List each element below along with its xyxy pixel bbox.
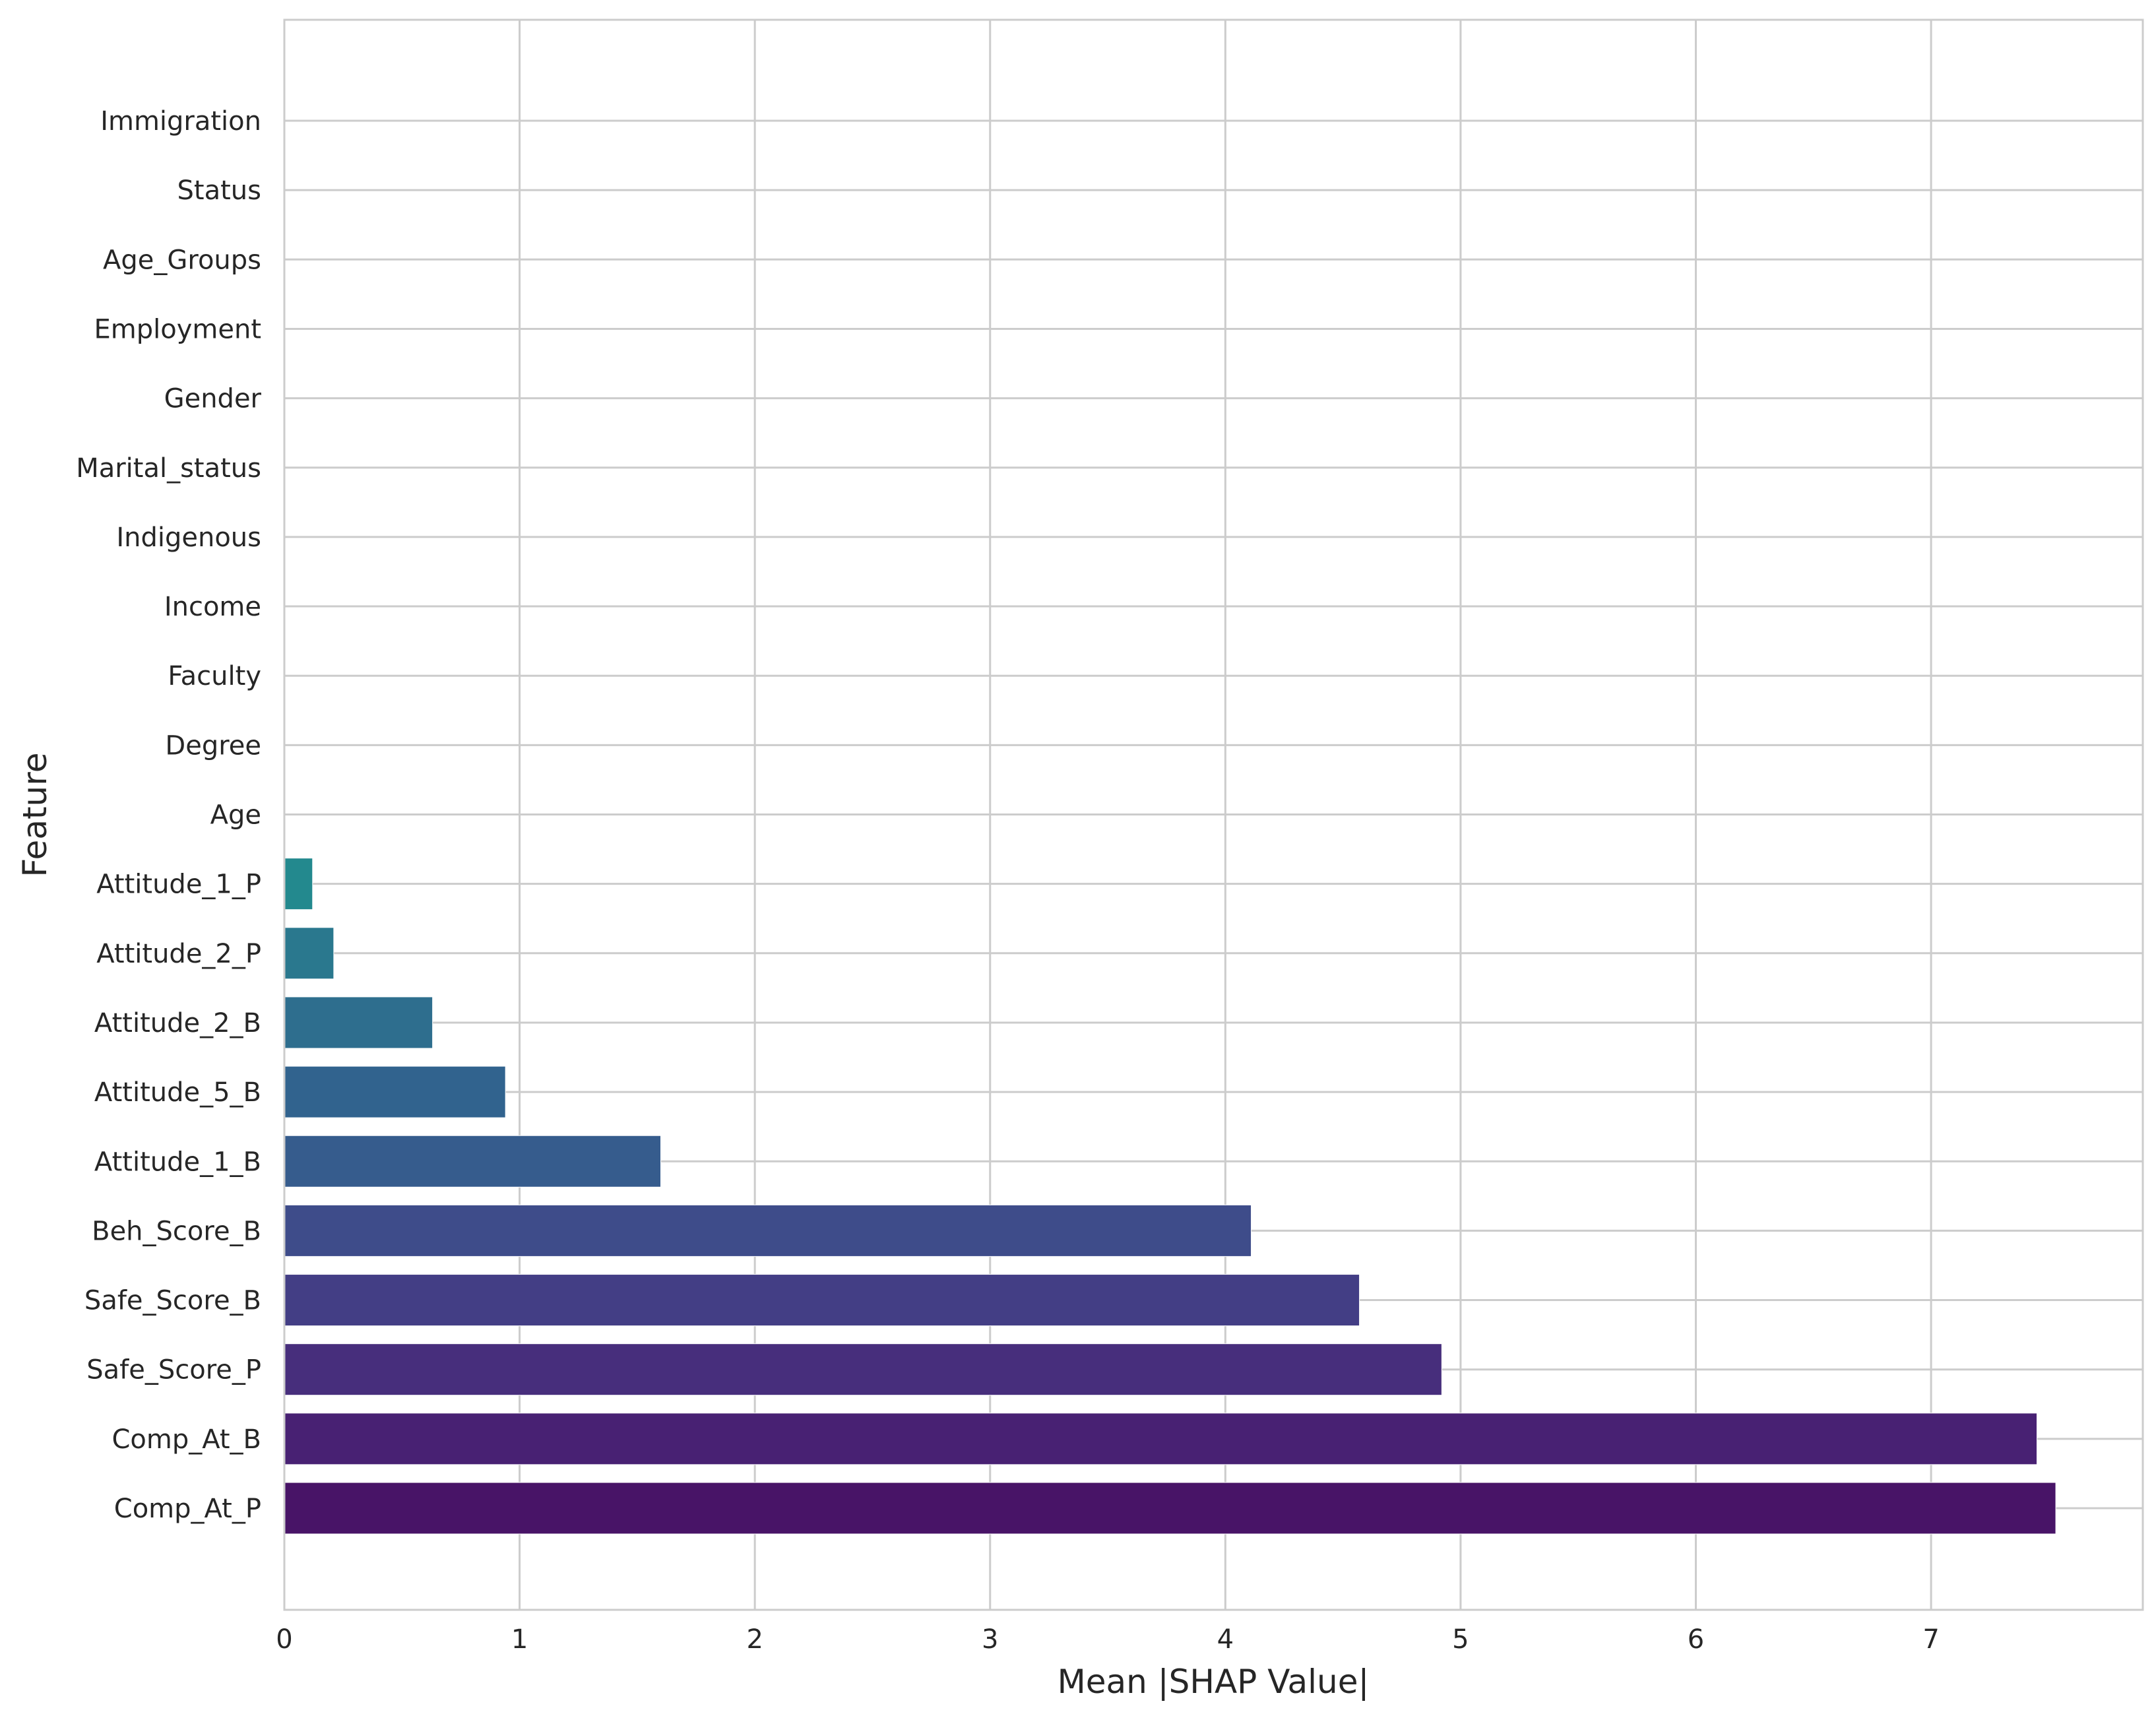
y-tick-label: Immigration [100, 106, 261, 137]
y-tick-label: Safe_Score_B [84, 1286, 261, 1316]
bar-attitude-1-b [284, 1135, 662, 1188]
y-tick-label: Attitude_5_B [94, 1077, 261, 1108]
y-tick-label: Comp_At_B [111, 1424, 261, 1455]
y-tick-labels: Immigration Status Age_Groups Employment Gen… [76, 106, 261, 1524]
y-tick-label: Beh_Score_B [92, 1216, 261, 1246]
x-tick-label: 3 [982, 1624, 998, 1655]
bar-attitude-2-b [284, 996, 433, 1049]
x-tick-label: 2 [746, 1624, 763, 1655]
x-tick-label: 4 [1217, 1624, 1234, 1655]
y-tick-label: Age_Groups [103, 245, 261, 275]
x-tick-label: 0 [276, 1624, 292, 1655]
y-axis-title: Feature [16, 753, 54, 877]
y-tick-label: Marital_status [76, 453, 261, 484]
y-tick-label: Safe_Score_P [86, 1355, 261, 1386]
y-tick-label: Age [210, 800, 261, 831]
y-tick-label: Employment [94, 314, 262, 344]
y-tick-label: Faculty [168, 661, 261, 691]
x-tick-label: 6 [1688, 1624, 1704, 1655]
bar-attitude-1-p [284, 858, 313, 910]
y-tick-label: Gender [164, 384, 262, 414]
bar-safe-score-b [284, 1274, 1360, 1327]
bar-attitude-2-p [284, 927, 334, 980]
x-tick-labels: 0 1 2 3 4 5 6 7 [276, 1624, 1940, 1655]
plot-frame [283, 18, 2144, 1611]
y-tick-label: Comp_At_P [114, 1494, 261, 1524]
bar-safe-score-p [284, 1343, 1442, 1396]
x-tick-label: 1 [511, 1624, 528, 1655]
grid-layer [283, 20, 2143, 1610]
y-tick-label: Attitude_2_B [94, 1008, 261, 1038]
bar-layer [284, 858, 2056, 1535]
bar-comp-at-p [284, 1482, 2056, 1535]
y-tick-label: Indigenous [116, 523, 261, 553]
bar-attitude-5-b [284, 1066, 506, 1118]
x-axis-title: Mean |SHAP Value| [1058, 1663, 1370, 1701]
bar-beh-score-b [284, 1204, 1252, 1257]
y-tick-label: Attitude_1_P [96, 870, 261, 900]
x-tick-label: 7 [1922, 1624, 1939, 1655]
y-tick-label: Status [177, 175, 261, 206]
bar-comp-at-b [284, 1413, 2038, 1465]
y-tick-label: Degree [165, 730, 261, 761]
y-tick-label: Income [164, 592, 261, 622]
y-tick-label: Attitude_1_B [94, 1147, 261, 1177]
x-tick-label: 5 [1452, 1624, 1469, 1655]
y-tick-label: Attitude_2_P [96, 939, 261, 969]
